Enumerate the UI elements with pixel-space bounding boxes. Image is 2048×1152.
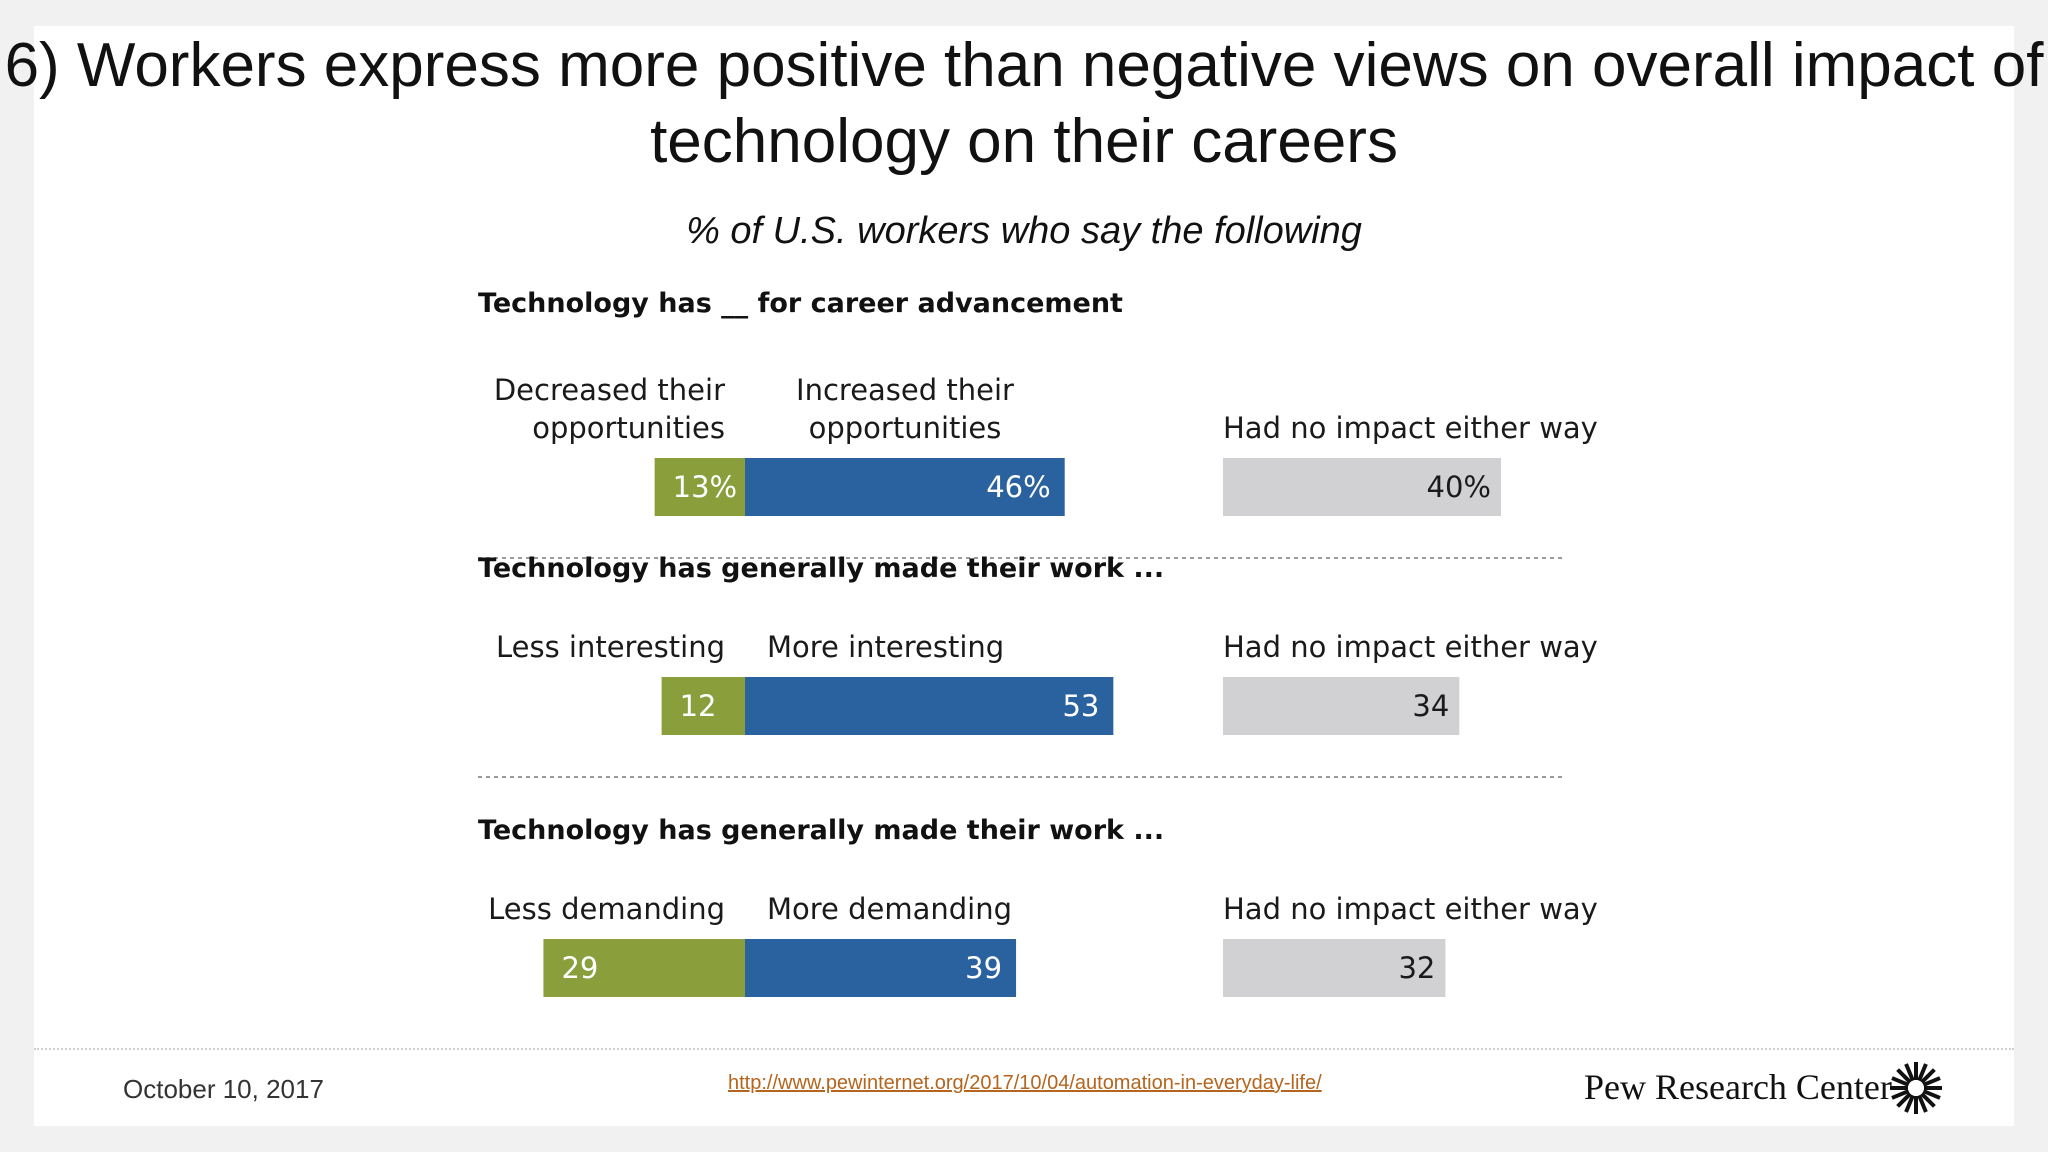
negative-value-label: 29 (561, 951, 598, 985)
section-heading: Technology has __ for career advancement (478, 288, 1123, 319)
section-heading: Technology has generally made their work… (478, 553, 1164, 584)
logo-ray (1896, 1068, 1912, 1084)
slide-background (34, 26, 2014, 1126)
footer-divider (34, 1048, 2014, 1050)
logo-ray (1922, 1089, 1941, 1100)
negative-bar (661, 677, 745, 735)
positive-bar (745, 458, 1065, 516)
logo-ray (1904, 1094, 1915, 1113)
negative-category-label: Decreased their (494, 373, 725, 407)
positive-value-label: 39 (965, 951, 1002, 985)
neutral-category-label: Had no impact either way (1223, 411, 1598, 445)
negative-category-label: Less demanding (488, 892, 725, 926)
logo-ray (1891, 1076, 1910, 1087)
brand-name: Pew Research Center (1584, 1067, 1892, 1107)
neutral-value-label: 34 (1412, 689, 1449, 723)
footer-date: October 10, 2017 (123, 1074, 324, 1104)
chart-subtitle: % of U.S. workers who say the following (686, 210, 1362, 252)
logo-ray (1904, 1063, 1915, 1082)
logo-ray (1917, 1063, 1928, 1082)
neutral-value-label: 40% (1427, 470, 1491, 504)
neutral-bar (1223, 939, 1446, 997)
positive-category-label: Increased their (796, 373, 1014, 407)
logo-ray (1896, 1092, 1912, 1108)
logo-ray (1891, 1089, 1910, 1100)
negative-value-label: 12 (680, 689, 717, 723)
negative-category-label: Less interesting (496, 630, 725, 664)
positive-bar (745, 677, 1114, 735)
positive-value-label: 46% (986, 470, 1050, 504)
neutral-bar (1223, 458, 1501, 516)
negative-bar (543, 939, 745, 997)
neutral-category-label: Had no impact either way (1223, 630, 1598, 664)
negative-category-label: opportunities (532, 411, 725, 445)
section-heading: Technology has generally made their work… (478, 815, 1164, 846)
sunburst-logo-icon (1890, 1062, 1942, 1114)
positive-category-label: More interesting (767, 630, 1004, 664)
positive-value-label: 53 (1062, 689, 1099, 723)
logo-ray (1917, 1094, 1928, 1113)
logo-ray (1922, 1076, 1941, 1087)
positive-category-label: More demanding (767, 892, 1012, 926)
page-title: 6) Workers express more positive than ne… (4, 31, 2044, 176)
positive-bar (745, 939, 1017, 997)
neutral-category-label: Had no impact either way (1223, 892, 1598, 926)
source-link[interactable]: http://www.pewinternet.org/2017/10/04/au… (728, 1072, 1322, 1094)
logo-ray (1920, 1068, 1936, 1084)
negative-value-label: 13% (673, 470, 737, 504)
negative-bar (654, 458, 745, 516)
positive-category-label: opportunities (809, 411, 1002, 445)
logo-ray (1920, 1092, 1936, 1108)
neutral-bar (1223, 677, 1460, 735)
neutral-value-label: 32 (1398, 951, 1435, 985)
